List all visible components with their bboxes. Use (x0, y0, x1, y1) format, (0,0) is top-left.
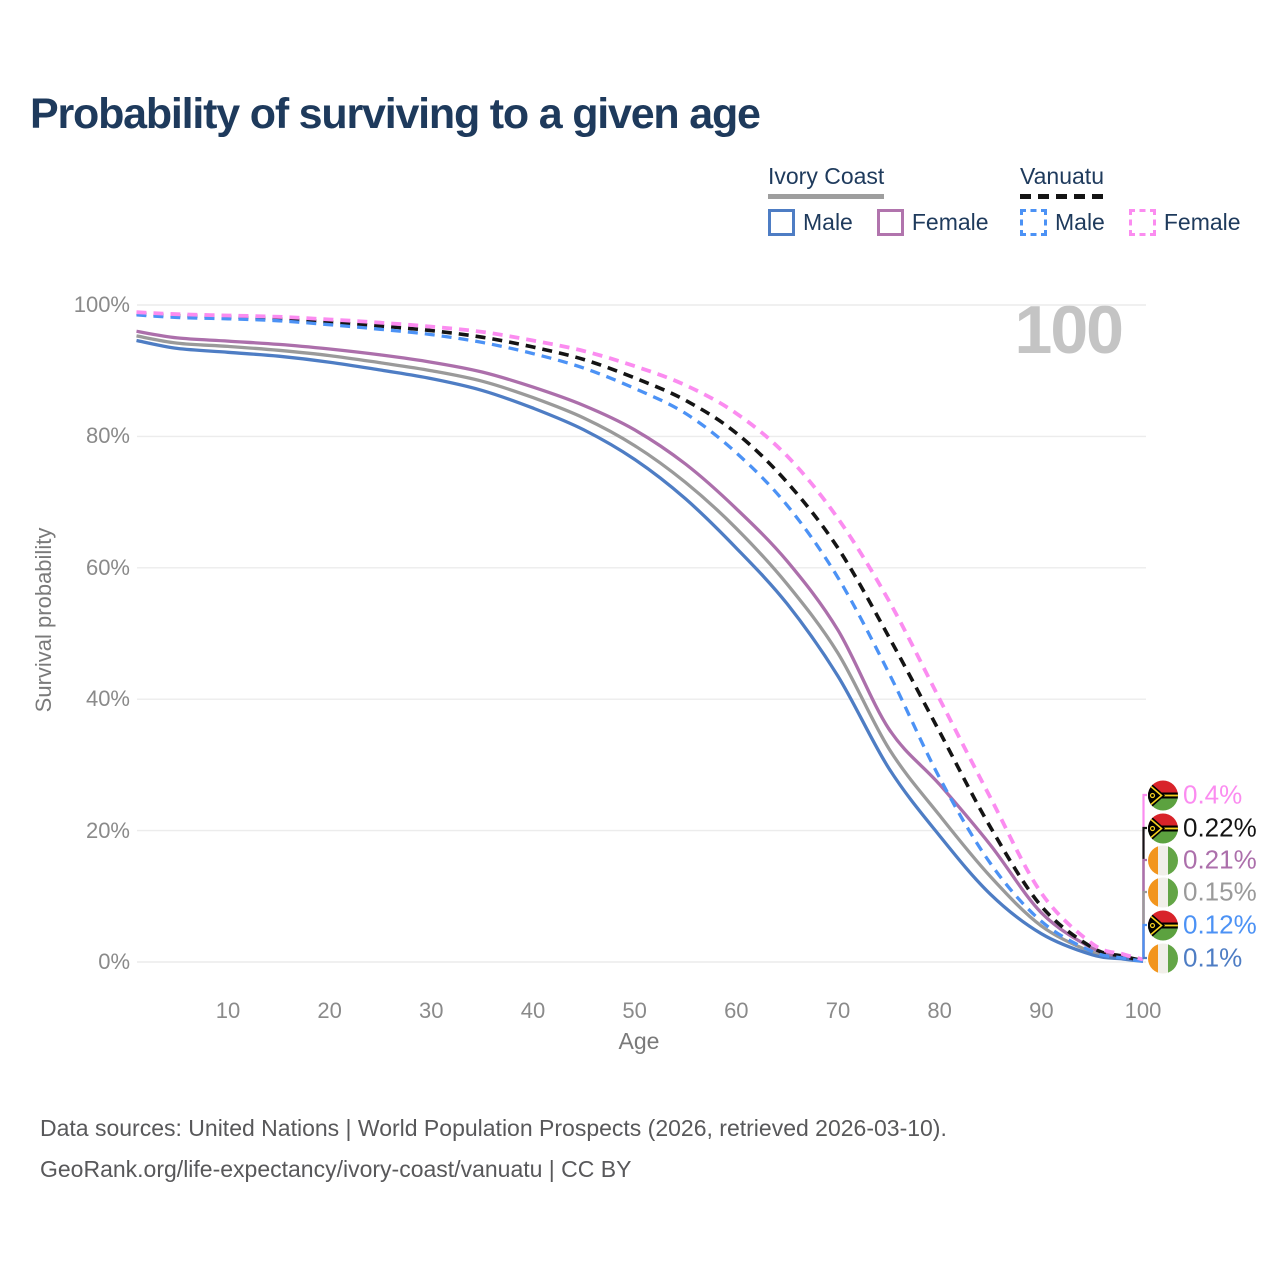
legend-swatch-ivory-coast-male[interactable] (768, 209, 795, 236)
page-title: Probability of surviving to a given age (30, 90, 761, 138)
end-label-vanuatu-total: 0.22% (1148, 813, 1257, 844)
end-label-vanuatu-male: 0.12% (1148, 910, 1257, 941)
vanuatu-flag-icon (1148, 813, 1178, 843)
x-tick-label: 80 (927, 998, 952, 1023)
series-line-ivory-coast-female[interactable] (136, 329, 1144, 963)
legend-underline-ivory-coast (768, 194, 885, 199)
x-tick-label: 100 (1124, 998, 1162, 1023)
end-label-vanuatu-female: 0.4% (1148, 780, 1242, 811)
vanuatu-flag-icon (1148, 780, 1178, 810)
y-tick-label: 100% (73, 292, 130, 317)
end-label-value: 0.1% (1183, 942, 1243, 973)
x-tick-label: 20 (317, 998, 342, 1023)
end-label-connector (1142, 923, 1147, 957)
y-tick-label: 0% (98, 949, 130, 974)
legend-label-vanuatu-female[interactable]: Female (1163, 209, 1241, 235)
end-label-connector (1142, 956, 1147, 960)
ivory-coast-flag-icon (1148, 877, 1178, 907)
legend-label-vanuatu-male[interactable]: Male (1055, 209, 1105, 235)
end-label-value: 0.15% (1183, 876, 1257, 907)
legend-label-ivory-coast-male[interactable]: Male (803, 209, 853, 235)
legend-group-vanuatu: Vanuatu Male Female (1020, 163, 1241, 236)
legend-swatch-ivory-coast-female[interactable] (876, 209, 904, 236)
legend-group-title-ivory-coast: Ivory Coast (768, 163, 885, 189)
x-tick-label: 70 (825, 998, 851, 1023)
ivory-coast-flag-icon (1148, 943, 1178, 973)
series-line-ivory-coast-male[interactable] (136, 338, 1144, 963)
legend-underline-vanuatu (1020, 194, 1104, 199)
end-label-ivory-coast-female: 0.21% (1148, 845, 1257, 876)
vanuatu-flag-icon (1148, 910, 1178, 940)
x-axis-title: Age (618, 1028, 660, 1054)
x-tick-label: 30 (419, 998, 444, 1023)
series-line-vanuatu-female[interactable] (136, 310, 1144, 962)
end-label-ivory-coast-total: 0.15% (1148, 877, 1257, 908)
legend-group-ivory-coast: Ivory Coast Male Female (768, 163, 989, 236)
y-tick-label: 40% (85, 686, 130, 712)
y-tick-label: 60% (85, 554, 130, 580)
x-tick-label: 10 (215, 998, 241, 1023)
y-tick-label: 80% (85, 423, 130, 449)
ivory-coast-flag-icon (1148, 845, 1178, 875)
legend-label-ivory-coast-female[interactable]: Female (911, 209, 989, 235)
x-tick-label: 90 (1029, 998, 1054, 1023)
legend-group-title-vanuatu: Vanuatu (1020, 163, 1104, 189)
x-tick-label: 60 (724, 998, 749, 1023)
end-label-value: 0.12% (1183, 909, 1257, 940)
x-tick-label: 40 (520, 998, 546, 1023)
end-label-ivory-coast-male: 0.1% (1148, 943, 1242, 974)
series-line-vanuatu-male[interactable] (136, 313, 1144, 963)
footer: Data sources: United Nations | World Pop… (40, 1108, 947, 1190)
end-label-value: 0.4% (1183, 779, 1243, 810)
footer-data-sources: Data sources: United Nations | World Pop… (40, 1115, 947, 1141)
legend-swatch-vanuatu-female[interactable] (1128, 209, 1156, 236)
footer-attribution: GeoRank.org/life-expectancy/ivory-coast/… (40, 1156, 632, 1182)
end-label-value: 0.22% (1183, 812, 1257, 843)
end-label-value: 0.21% (1183, 844, 1257, 875)
legend-swatch-vanuatu-male[interactable] (1020, 209, 1047, 236)
x-tick-label: 50 (622, 998, 647, 1023)
hover-age-watermark: 100 (1014, 292, 1124, 368)
y-tick-label: 20% (85, 817, 130, 843)
series-line-ivory-coast-total[interactable] (136, 334, 1144, 963)
